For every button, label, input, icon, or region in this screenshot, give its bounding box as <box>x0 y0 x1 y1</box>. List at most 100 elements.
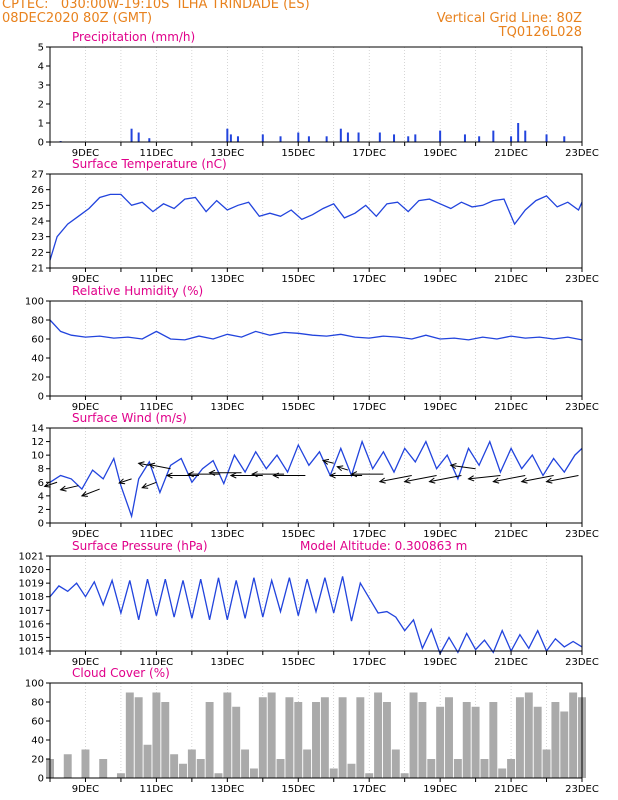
wind-arrow <box>251 471 285 478</box>
cloud-bar <box>170 754 179 778</box>
wind-arrow-shaft <box>468 475 501 480</box>
wind-arrow-head <box>208 469 216 476</box>
wind-arrow-shaft <box>322 460 334 464</box>
wind-arrow <box>229 472 263 479</box>
y-tick-label: 100 <box>25 679 44 690</box>
y-tick-label: 20 <box>31 755 44 766</box>
y-tick-label: 26 <box>31 185 44 196</box>
precip-bar <box>439 130 442 142</box>
x-tick-label: 9DEC <box>72 148 99 159</box>
cloud-bar <box>205 702 214 778</box>
x-tick-label: 23DEC <box>565 784 599 795</box>
x-tick-label: 13DEC <box>210 148 244 159</box>
y-tick-label: 1019 <box>19 579 44 590</box>
y-tick-label: 80 <box>31 698 44 709</box>
cloud-bar <box>356 697 365 778</box>
cloud-bar <box>462 702 471 778</box>
precip-bar <box>137 132 140 142</box>
header-station: CPTEC: 030:00W-19:10S ILHA TRINDADE (ES) <box>2 0 310 12</box>
wind-arrow-head <box>321 458 330 465</box>
wind-arrow <box>272 472 306 479</box>
y-tick-label: 4 <box>38 491 44 502</box>
y-tick-label: 60 <box>31 717 44 728</box>
x-tick-label: 13DEC <box>210 657 244 668</box>
x-tick-label: 13DEC <box>210 274 244 285</box>
x-tick-label: 19DEC <box>423 529 457 540</box>
wind-arrow <box>545 475 579 484</box>
x-tick-label: 11DEC <box>140 529 174 540</box>
wind-arrow <box>467 475 501 482</box>
wind-arrow-head <box>545 477 553 484</box>
x-tick-label: 15DEC <box>281 529 315 540</box>
cloud-bar <box>329 768 338 778</box>
precip-bar <box>346 132 349 142</box>
wind-arrow <box>403 475 437 484</box>
wind-arrow-head <box>492 477 500 484</box>
x-tick-label: 23DEC <box>565 657 599 668</box>
wind-arrow <box>321 458 334 465</box>
cloud-bar <box>143 744 152 778</box>
y-tick-label: 2 <box>38 505 44 516</box>
precip-bar <box>229 134 232 142</box>
x-tick-label: 15DEC <box>281 784 315 795</box>
wind-arrow-head <box>428 477 436 484</box>
x-tick-label: 19DEC <box>423 148 457 159</box>
cloud-bar <box>347 763 356 778</box>
cloud-bar <box>338 697 347 778</box>
wind-arrow-head <box>329 472 336 479</box>
cloud-bar <box>232 706 241 778</box>
wind-arrow <box>428 475 462 484</box>
x-tick-label: 23DEC <box>565 148 599 159</box>
y-tick-label: 10 <box>31 451 44 462</box>
cloud-bar <box>320 697 329 778</box>
wind-arrow <box>118 478 132 485</box>
x-tick-label: 21DEC <box>494 784 528 795</box>
precip-bar <box>339 128 342 142</box>
wind-arrow-head <box>520 477 528 484</box>
wind-arrow <box>449 462 476 470</box>
y-tick-label: 20 <box>31 373 44 384</box>
wind-arrow-head <box>449 462 457 470</box>
x-tick-label: 19DEC <box>423 274 457 285</box>
y-tick-label: 0 <box>38 392 44 403</box>
x-tick-label: 13DEC <box>210 402 244 413</box>
wind-arrow <box>329 472 363 479</box>
y-tick-label: 6 <box>38 478 44 489</box>
wind-arrow-head <box>251 471 258 478</box>
cloud-bar <box>382 702 391 778</box>
x-tick-label: 17DEC <box>352 274 386 285</box>
cloud-bar <box>569 692 578 778</box>
wind-arrow-head <box>137 461 145 468</box>
precip-bar <box>393 134 396 142</box>
x-tick-label: 23DEC <box>565 402 599 413</box>
x-tick-label: 19DEC <box>423 657 457 668</box>
wind-arrow-head <box>467 475 475 482</box>
y-tick-label: 23 <box>31 232 44 243</box>
panel-title: Relative Humidity (%) <box>72 284 203 298</box>
precip-bar <box>478 136 481 142</box>
header-grid-line: Vertical Grid Line: 80Z <box>436 11 582 26</box>
wind-arrow-shaft <box>119 478 132 484</box>
y-tick-label: 1015 <box>19 633 44 644</box>
cloud-bar <box>63 754 72 778</box>
x-tick-label: 11DEC <box>140 402 174 413</box>
precip-bar <box>325 136 328 142</box>
cloud-bar <box>116 773 125 778</box>
wind-arrow-shaft <box>379 475 412 483</box>
y-tick-label: 1 <box>38 119 44 130</box>
cloud-bar <box>223 692 232 778</box>
x-tick-label: 9DEC <box>72 529 99 540</box>
panel-title: Surface Temperature (nC) <box>72 157 227 171</box>
x-tick-label: 23DEC <box>565 274 599 285</box>
cloud-bar <box>196 759 205 778</box>
y-tick-label: 12 <box>31 437 44 448</box>
x-tick-label: 17DEC <box>352 529 386 540</box>
cloud-bar <box>161 702 170 778</box>
panel-title: Surface Wind (m/s) <box>72 411 187 425</box>
precip-bar <box>510 136 513 142</box>
cloud-bar <box>489 702 498 778</box>
x-tick-label: 15DEC <box>281 148 315 159</box>
panel-precip: Precipitation (mm/h) 0 1 2 3 4 5 9DEC 11DEC 13DEC… <box>38 30 599 159</box>
wind-arrow <box>43 481 58 488</box>
cloud-bar <box>400 773 409 778</box>
